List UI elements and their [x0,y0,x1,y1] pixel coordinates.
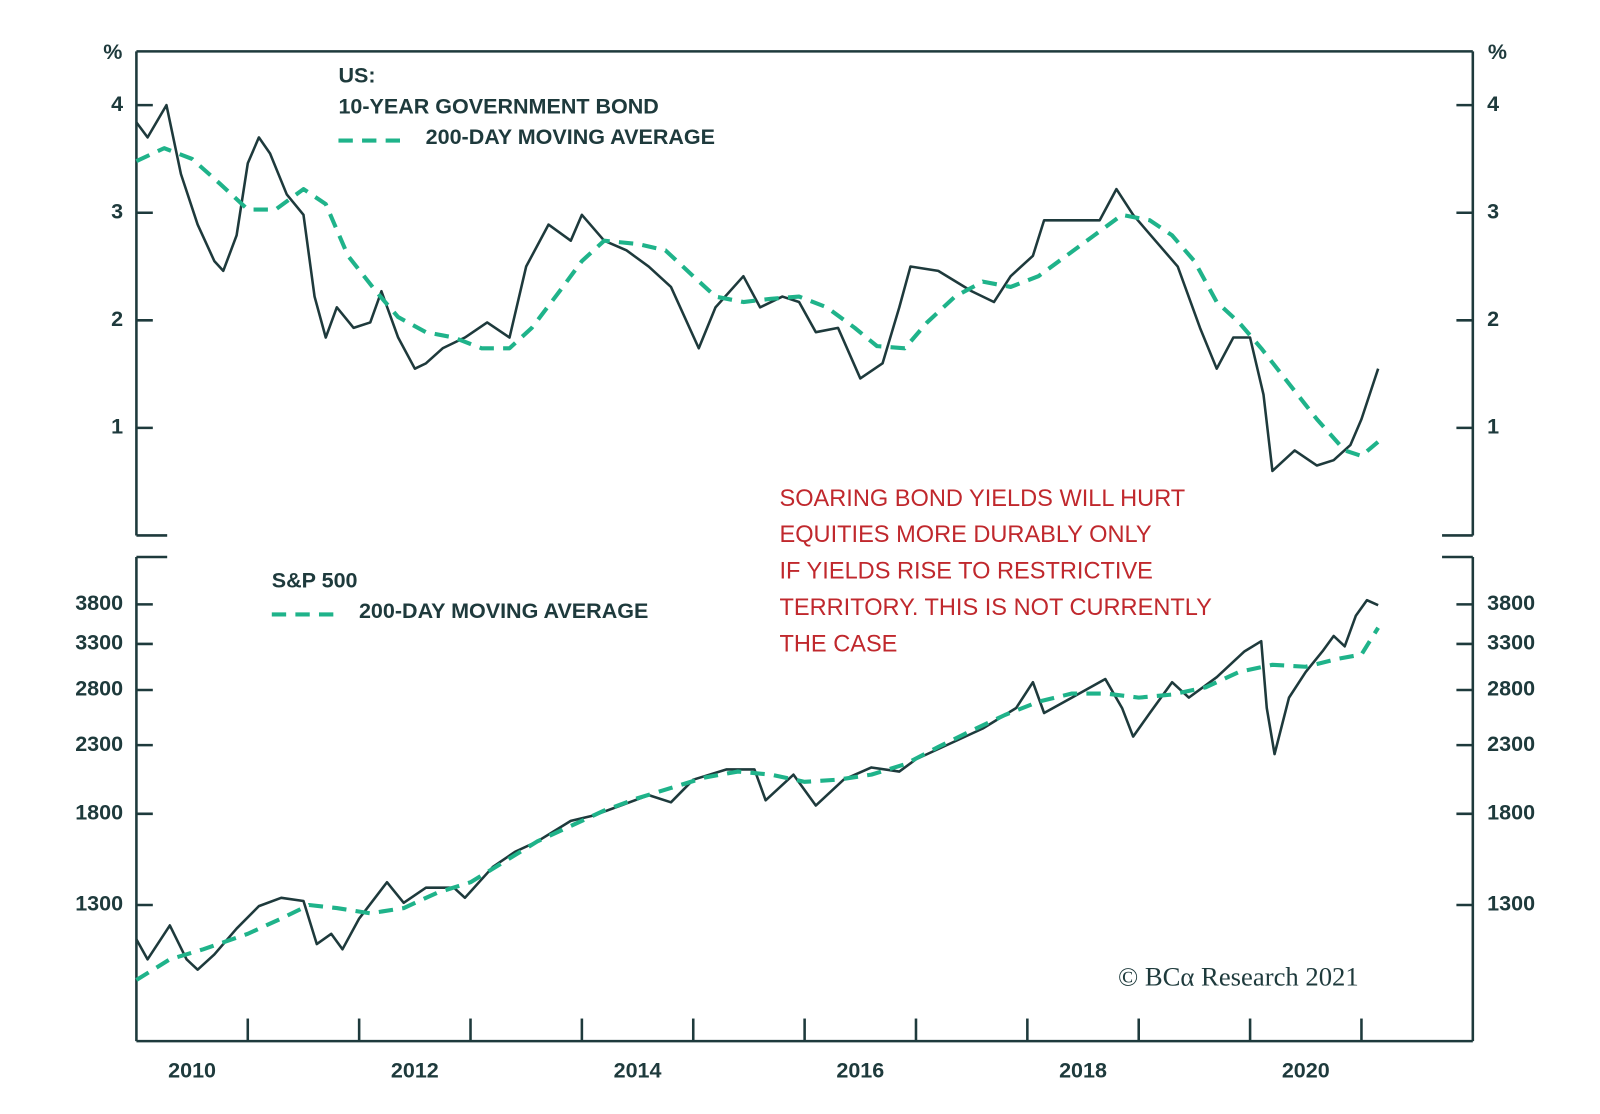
series-line [135,146,1380,458]
y-tick-label: 1300 [1487,892,1535,916]
annotation: IF YIELDS RISE TO RESTRICTIVE [779,558,1152,584]
y-tick-label: 3800 [75,591,123,615]
y-tick-label: 3800 [1487,591,1535,615]
x-tick-label: 2016 [836,1059,884,1083]
y-tick-label: 3 [1487,199,1499,223]
y-tick-label: 2300 [1487,732,1535,756]
annotation: TERRITORY. THIS IS NOT CURRENTLY [779,594,1212,620]
x-tick-label: 2010 [168,1059,216,1083]
y-tick-label: 4 [111,92,123,116]
source: © BCα Research 2021 [1118,962,1359,992]
annotation: THE CASE [779,630,897,656]
y-tick-label: 3300 [1487,631,1535,655]
y-tick-label: 1300 [75,892,123,916]
series-line [135,598,1379,971]
y-tick-label: 1800 [75,801,123,825]
y-tick-label: 1800 [1487,801,1535,825]
y-tick-label: 1 [111,415,123,439]
y-tick-label: 2800 [75,677,123,701]
y-tick-label: 4 [1487,92,1499,116]
legend-label: 200-DAY MOVING AVERAGE [426,125,715,149]
annotation: SOARING BOND YIELDS WILL HURT [779,485,1185,511]
panel-heading: US: [338,64,375,88]
y-tick-label: 2800 [1487,677,1535,701]
series-line [135,626,1380,982]
y-unit: % [103,40,122,64]
y-unit: % [1488,40,1507,64]
legend-label: 10-YEAR GOVERNMENT BOND [338,94,658,118]
y-tick-label: 2 [1487,307,1499,331]
series-line [135,103,1380,473]
y-tick-label: 2 [111,307,123,331]
y-tick-label: 3 [111,199,123,223]
y-tick-label: 1 [1487,415,1499,439]
legend-label: 200-DAY MOVING AVERAGE [359,599,648,623]
y-tick-label: 3300 [75,631,123,655]
annotation: EQUITIES MORE DURABLY ONLY [779,521,1151,547]
legend-label: S&P 500 [272,568,358,592]
x-tick-label: 2012 [391,1059,439,1083]
x-tick-label: 2020 [1282,1059,1330,1083]
x-tick-label: 2018 [1059,1059,1107,1083]
y-tick-label: 2300 [75,732,123,756]
x-tick-label: 2014 [614,1059,662,1083]
